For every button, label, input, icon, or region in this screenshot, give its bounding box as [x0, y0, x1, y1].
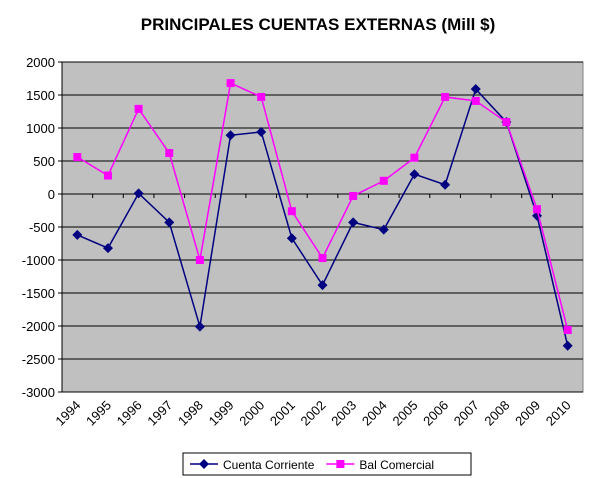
chart-title: PRINCIPALES CUENTAS EXTERNAS (Mill $)	[141, 15, 496, 34]
x-tick-label: 1994	[52, 398, 83, 429]
data-point	[563, 325, 572, 334]
data-point	[257, 92, 266, 101]
data-point	[72, 229, 83, 240]
y-tick-label: -2000	[22, 319, 55, 334]
data-point	[286, 233, 297, 244]
x-tick-label: 2005	[390, 398, 421, 429]
x-tick-label: 2001	[267, 398, 298, 429]
data-point	[287, 207, 296, 216]
data-point	[562, 340, 573, 351]
y-tick-label: 0	[48, 187, 55, 202]
data-point	[103, 171, 112, 180]
x-tick-label: 1996	[114, 398, 145, 429]
data-point	[471, 96, 480, 105]
x-tick-label: 2000	[236, 398, 267, 429]
data-point	[502, 118, 511, 127]
y-tick-label: -1000	[22, 253, 55, 268]
data-point	[194, 321, 205, 332]
x-tick-label: 2007	[451, 398, 482, 429]
x-tick-label: 1998	[175, 398, 206, 429]
x-tick-label: 2006	[420, 398, 451, 429]
y-tick-label: 500	[33, 154, 55, 169]
data-point	[470, 84, 481, 95]
legend: Cuenta Corriente Bal Comercial	[182, 452, 472, 476]
data-point	[378, 224, 389, 235]
y-tick-label: -2500	[22, 352, 55, 367]
y-tick-label: -500	[29, 220, 55, 235]
data-point	[409, 169, 420, 180]
y-tick-label: 2000	[26, 55, 55, 70]
data-point	[410, 153, 419, 162]
x-tick-label: 2002	[298, 398, 329, 429]
y-tick-label: -1500	[22, 286, 55, 301]
x-tick-label: 2003	[328, 398, 359, 429]
data-point	[225, 130, 236, 141]
y-tick-label: -3000	[22, 385, 55, 400]
x-tick-label: 2004	[359, 398, 390, 429]
data-point	[440, 179, 451, 190]
data-point	[441, 92, 450, 101]
data-point	[379, 176, 388, 185]
data-point	[349, 191, 358, 200]
data-point	[226, 79, 235, 88]
data-point	[164, 217, 175, 228]
x-tick-label: 2008	[481, 398, 512, 429]
data-point	[533, 205, 542, 214]
data-point	[102, 243, 113, 254]
x-tick-label: 2010	[543, 398, 574, 429]
x-tick-label: 1995	[83, 398, 114, 429]
x-tick-label: 1997	[144, 398, 175, 429]
legend-marker	[199, 459, 209, 469]
data-point	[73, 153, 82, 162]
legend-marker	[336, 460, 345, 468]
data-point	[133, 188, 144, 199]
x-tick-label: 2009	[512, 398, 543, 429]
x-tick-label: 1999	[206, 398, 237, 429]
data-point	[165, 149, 174, 158]
data-point	[256, 126, 267, 137]
legend-label: Cuenta Corriente	[223, 458, 315, 472]
data-point	[134, 104, 143, 113]
legend-label: Bal Comercial	[359, 458, 434, 472]
data-point	[318, 254, 327, 263]
data-point	[348, 217, 359, 228]
data-point	[317, 280, 328, 291]
data-point	[195, 256, 204, 264]
y-tick-label: 1500	[26, 88, 55, 103]
y-tick-label: 1000	[26, 121, 55, 136]
